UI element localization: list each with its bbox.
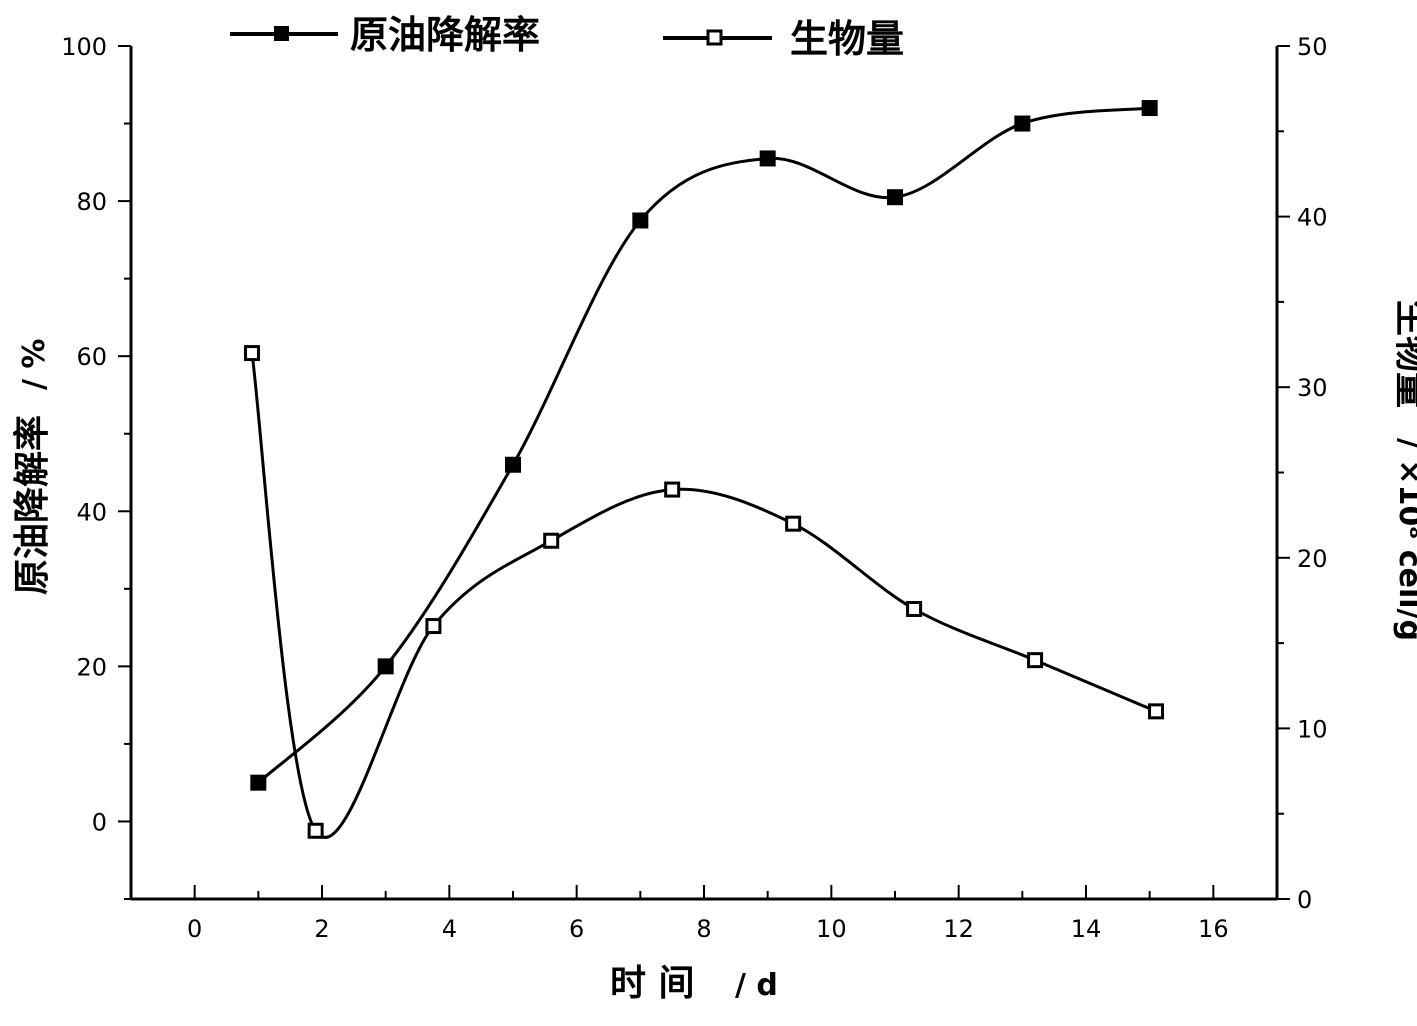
data-point-biomass [307,822,324,839]
y-right-axis-unit: / ×10⁸ cell/g [1392,438,1417,641]
y-right-tick-label: 0 [1297,886,1312,914]
y-right-tick-label: 40 [1297,204,1328,232]
legend-label-degradation: 原油降解率 [350,13,540,57]
data-point-biomass [906,600,923,617]
data-point-biomass [425,618,442,635]
legend-marker-biomass [706,29,723,46]
data-point-biomass [1148,703,1165,720]
y-left-tick-label: 40 [76,498,107,526]
x-tick-label: 2 [314,915,329,943]
x-axis-title-text: 时 间 [610,963,695,1004]
legend-marker-degradation [274,26,289,41]
y-left-axis-unit: / % [17,339,52,390]
x-axis-title: 时 间 / d [610,963,778,1004]
y-right-tick-label: 50 [1297,33,1328,61]
y-left-tick-label: 100 [61,33,107,61]
x-tick-label: 10 [816,915,847,943]
y-left-tick-label: 20 [76,653,107,681]
data-point-biomass [785,515,802,532]
data-point-degradation [759,150,776,167]
y-left-axis-ticks: 0 20 40 60 80 100 [61,33,131,900]
data-point-degradation [632,212,649,229]
data-point-degradation [1141,100,1158,117]
x-tick-label: 12 [943,915,974,943]
y-right-tick-label: 10 [1297,715,1328,743]
x-tick-label: 0 [187,915,202,943]
series-markers [243,100,1165,839]
legend-label-biomass: 生物量 [790,17,904,61]
data-point-degradation [505,456,521,473]
y-left-tick-label: 80 [76,188,107,216]
y-left-axis-title: 原油降解率 / % [12,339,53,595]
x-tick-label: 16 [1198,915,1229,943]
data-point-biomass [664,481,681,498]
y-right-axis-title: 生物量 / ×10⁸ cell/g [1391,300,1417,641]
series-line-0 [257,106,1150,784]
series-line-1 [250,352,1157,839]
x-axis-ticks: 0 2 4 6 8 10 12 14 16 [130,885,1278,943]
data-point-degradation [377,658,394,675]
y-left-tick-label: 60 [76,343,107,371]
y-right-axis-ticks: 0 10 20 30 40 50 [1277,33,1328,914]
data-point-biomass [543,532,560,549]
legend: 原油降解率 生物量 [230,13,904,61]
x-tick-label: 6 [569,915,584,943]
data-point-degradation [1014,115,1031,132]
y-left-tick-label: 0 [92,808,107,836]
y-right-tick-label: 30 [1297,374,1328,402]
x-tick-label: 8 [696,915,711,943]
data-point-degradation [250,774,267,791]
plot-frame [129,46,1279,901]
data-point-biomass [243,345,260,362]
y-right-axis-title-text: 生物量 [1391,300,1417,408]
y-left-axis-title-text: 原油降解率 [12,415,53,595]
data-point-degradation [887,189,903,206]
y-right-tick-label: 20 [1297,545,1328,573]
x-tick-label: 14 [1071,915,1102,943]
x-tick-label: 4 [442,915,457,943]
x-axis-unit: / d [735,968,778,1003]
series-lines [250,106,1157,839]
data-point-biomass [1027,652,1044,669]
